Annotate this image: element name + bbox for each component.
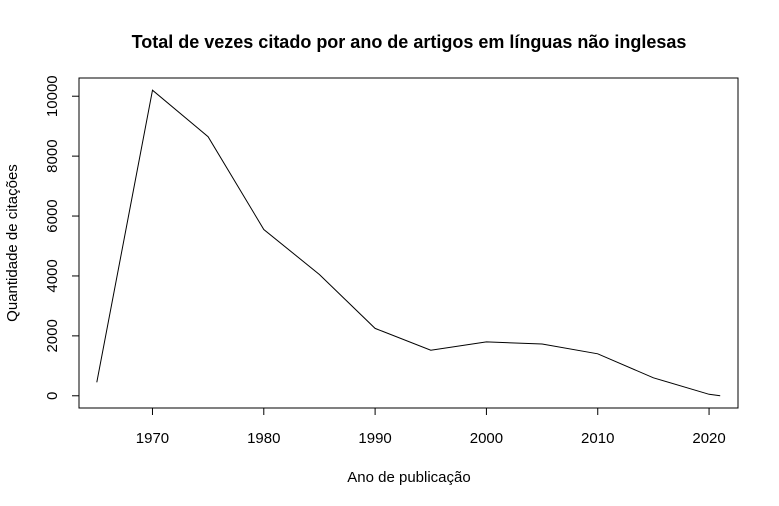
plot-frame [78, 77, 739, 409]
x-tick-label: 2010 [581, 430, 614, 447]
y-tick-label: 4000 [44, 259, 61, 292]
chart-title: Total de vezes citado por ano de artigos… [132, 32, 687, 52]
x-axis-label: Ano de publicação [347, 469, 470, 486]
x-tick-label: 1990 [358, 430, 391, 447]
y-axis-label: Quantidade de citações [4, 164, 21, 322]
series-layer [96, 89, 721, 397]
x-tick-label: 1970 [136, 430, 169, 447]
x-tick-label: 1980 [247, 430, 280, 447]
y-tick-label: 6000 [44, 199, 61, 232]
series-line-1 [96, 89, 721, 397]
y-tick-label: 0 [44, 392, 61, 400]
x-axis: 1970 1980 1990 2000 2010 2020 [136, 407, 726, 447]
y-axis: 0 2000 4000 6000 8000 10000 [44, 75, 80, 400]
x-tick-label: 2020 [692, 430, 725, 447]
x-tick-label: 2000 [470, 430, 503, 447]
y-tick-label: 2000 [44, 319, 61, 352]
y-tick-label: 8000 [44, 139, 61, 172]
y-tick-label: 10000 [44, 75, 61, 117]
